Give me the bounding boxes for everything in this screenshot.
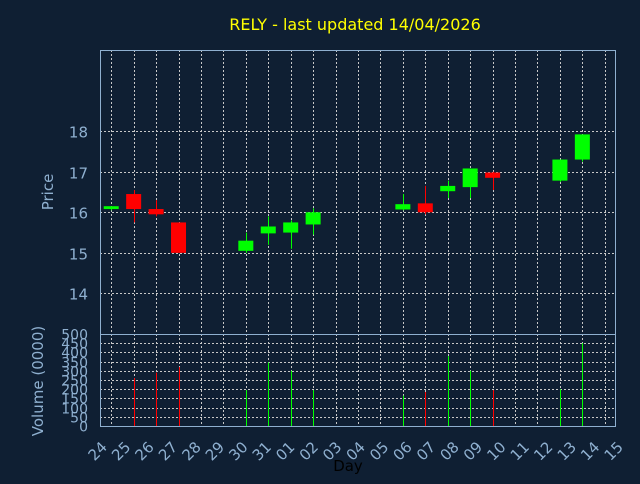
x-tick-label: 25: [108, 438, 134, 464]
x-tick-label: 11: [507, 438, 533, 464]
candle-body: [103, 206, 119, 210]
volume-tick-label: 50: [70, 411, 88, 427]
candle-body: [305, 212, 321, 225]
x-tick-label: 07: [413, 438, 439, 464]
volume-tick-label: 500: [61, 328, 88, 344]
candle-body: [126, 194, 142, 210]
x-tick-label: 14: [577, 438, 603, 464]
x-tick-label: 15: [601, 438, 627, 464]
candle-body: [462, 168, 478, 188]
x-tick-label: 31: [249, 438, 275, 464]
plot-frames: [100, 50, 616, 427]
x-tick-label: 26: [132, 438, 158, 464]
candles: [103, 134, 590, 253]
candle-body: [417, 203, 433, 213]
volume-tick-label: 350: [61, 356, 88, 372]
x-tick-label: 08: [436, 438, 462, 464]
x-tick-label: 09: [460, 438, 486, 464]
candle-body: [440, 185, 456, 192]
x-tick-label: 06: [390, 438, 416, 464]
volume-tick-label: 450: [61, 337, 88, 353]
candle-body: [485, 172, 501, 178]
volume-tick-label: 200: [61, 383, 88, 399]
price-tick-label: 14: [69, 286, 88, 304]
volume-tick-label: 100: [61, 402, 88, 418]
price-tick-label: 15: [69, 246, 88, 264]
x-tick-label: 27: [155, 438, 181, 464]
x-tick-label: 02: [296, 438, 322, 464]
x-tick-label: 05: [366, 438, 392, 464]
candle-body: [395, 204, 411, 210]
candle-body: [238, 240, 254, 251]
price-tick-label: 17: [69, 165, 88, 183]
volume-tick-label: 150: [61, 392, 88, 408]
x-tick-label: 01: [272, 438, 298, 464]
x-tick-label: 29: [202, 438, 228, 464]
volume-tick-label: 400: [61, 346, 88, 362]
candle-body: [148, 209, 164, 215]
candle-body: [283, 222, 299, 233]
volume-axis-label: Volume (0000): [29, 326, 47, 436]
price-axis-label: Price: [39, 174, 57, 211]
volume-bars: [134, 343, 583, 426]
volume-tick-label: 300: [61, 365, 88, 381]
x-tick-label: 10: [483, 438, 509, 464]
volume-panel-frame: [100, 334, 616, 427]
x-tick-label: 12: [530, 438, 556, 464]
volume-tick-label: 0: [79, 420, 88, 436]
candle-body: [552, 159, 568, 181]
chart-title: RELY - last updated 14/04/2026: [229, 15, 481, 34]
x-tick-labels: 2425262728293031010203040506070809101112…: [85, 438, 627, 464]
x-tick-label: 30: [225, 438, 251, 464]
candle-body: [574, 134, 590, 160]
price-tick-label: 18: [69, 124, 88, 142]
x-tick-label: 24: [85, 438, 111, 464]
candle-body: [171, 222, 187, 253]
price-tick-label: 16: [69, 205, 88, 223]
x-axis-label: Day: [333, 457, 363, 475]
x-tick-label: 13: [554, 438, 580, 464]
volume-tick-label: 250: [61, 374, 88, 390]
candle-body: [260, 226, 276, 234]
x-tick-label: 28: [178, 438, 204, 464]
